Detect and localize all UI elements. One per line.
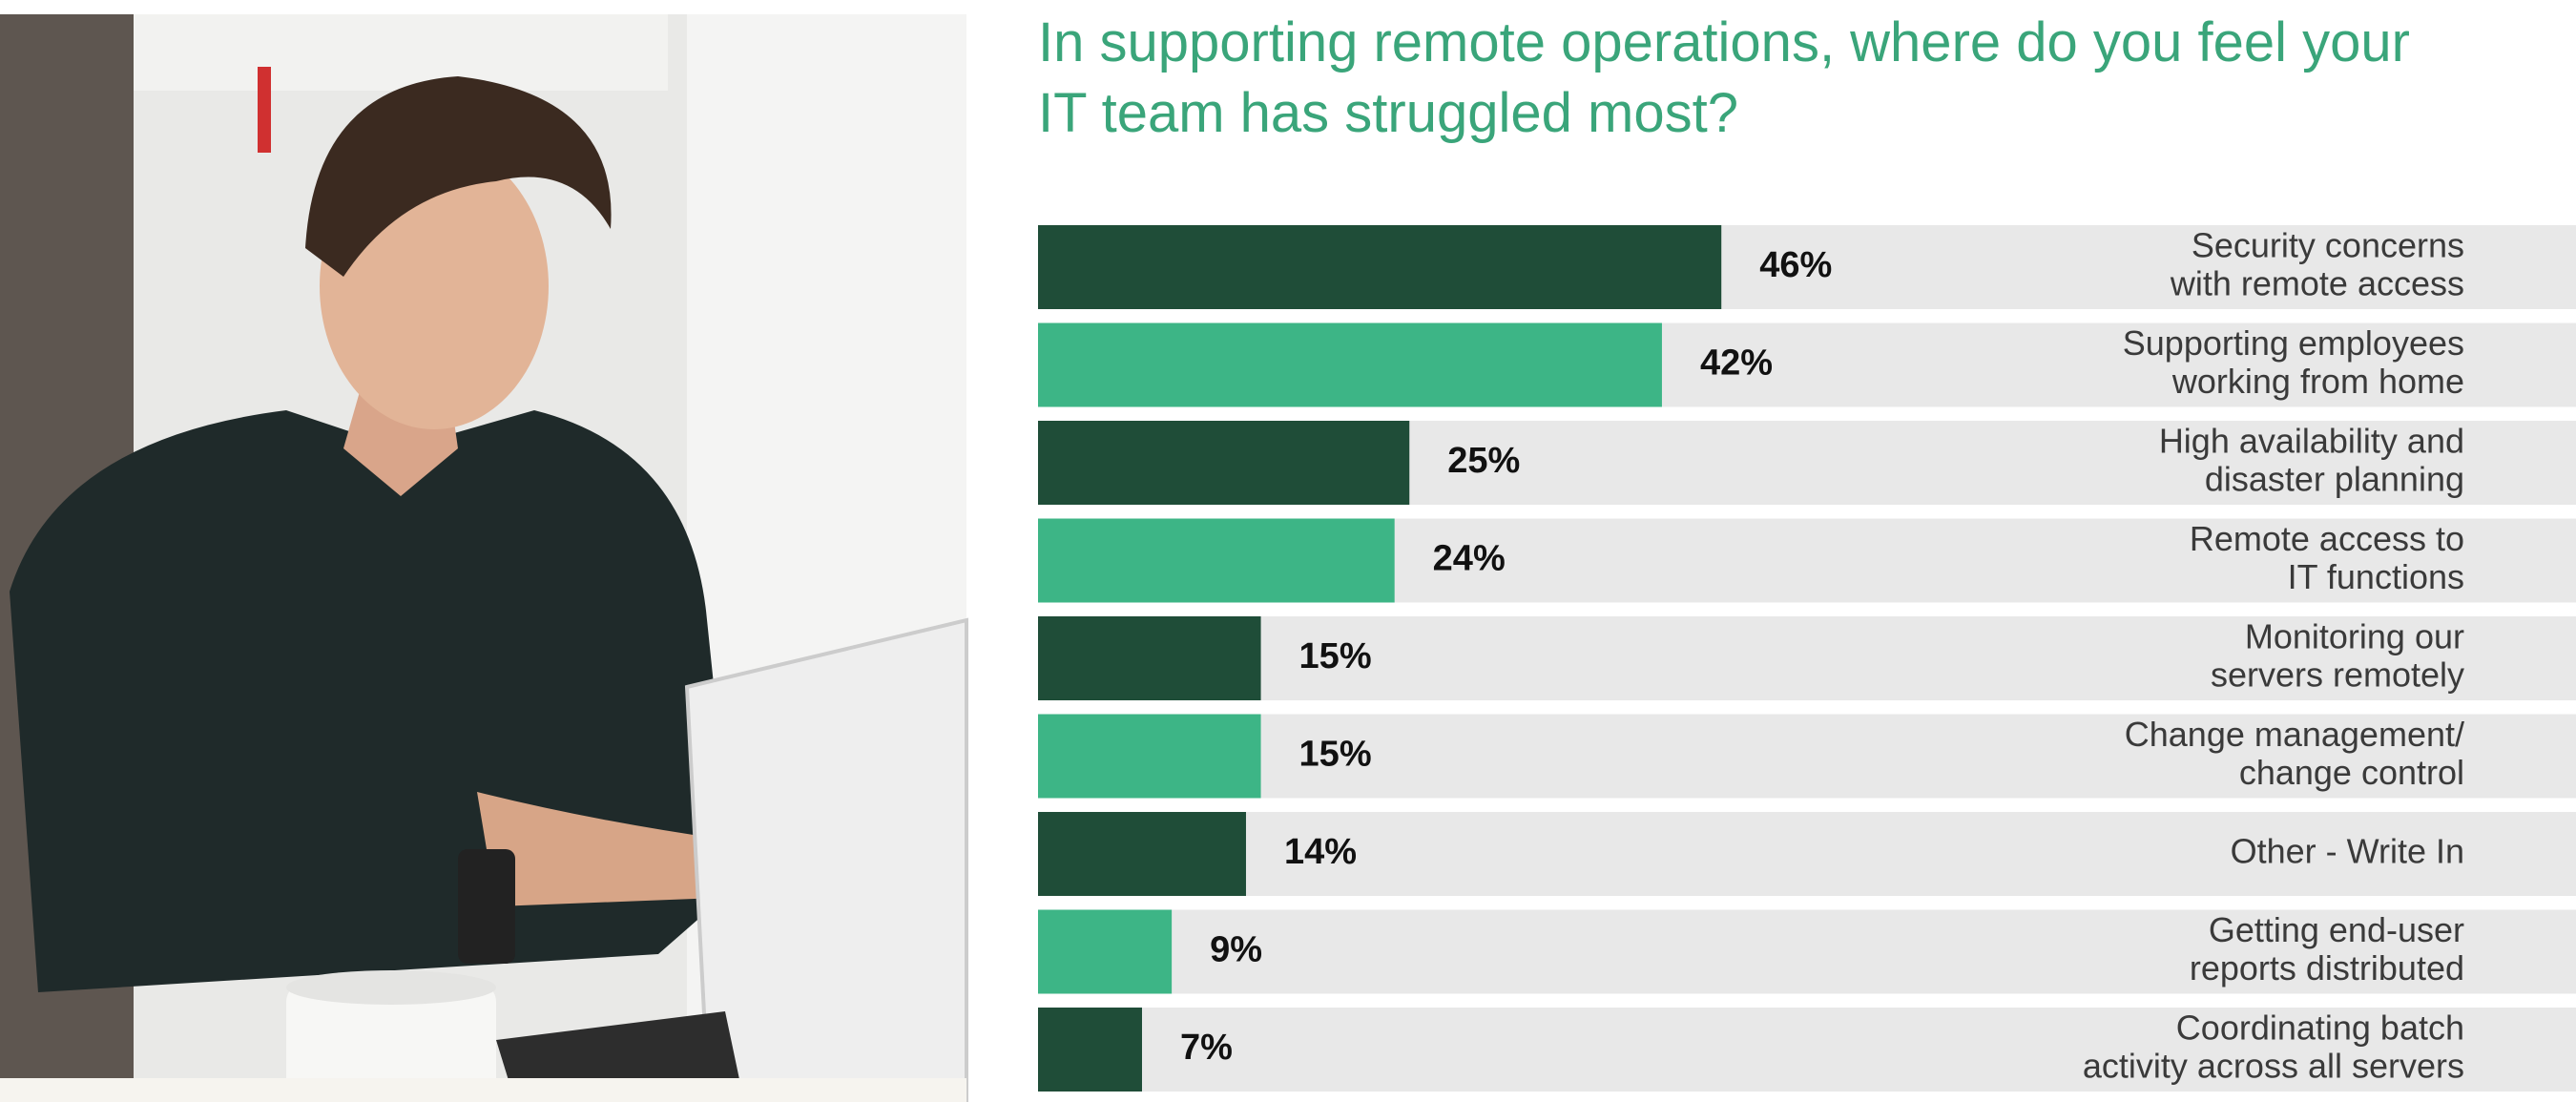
bar: [1038, 225, 1722, 309]
value-label: 9%: [1210, 930, 1262, 970]
value-label: 46%: [1759, 245, 1832, 285]
value-label: 14%: [1284, 832, 1357, 872]
bar: [1038, 616, 1261, 700]
category-label: change control: [2239, 753, 2464, 792]
category-label: Change management/: [2125, 715, 2464, 754]
category-label: Coordinating batch: [2176, 1008, 2464, 1048]
category-label: servers remotely: [2211, 655, 2464, 695]
category-label: Getting end-user: [2209, 910, 2464, 949]
category-label: Supporting employees: [2123, 323, 2464, 363]
category-label: working from home: [2171, 362, 2464, 401]
bar-track: [1038, 812, 2576, 896]
value-label: 15%: [1299, 735, 1372, 775]
bar: [1038, 909, 1173, 994]
category-label: activity across all servers: [2083, 1047, 2464, 1086]
category-label: Security concerns: [2192, 226, 2464, 265]
bar: [1038, 1008, 1142, 1092]
bar: [1038, 421, 1410, 505]
category-label: Remote access to: [2190, 519, 2464, 558]
chart-title: In supporting remote operations, where d…: [1038, 11, 2410, 144]
bar: [1038, 518, 1395, 603]
bar: [1038, 322, 1662, 407]
bar-track: [1038, 1008, 2576, 1092]
category-label: with remote access: [2170, 264, 2464, 303]
bar: [1038, 812, 1246, 896]
category-label: IT functions: [2288, 557, 2464, 596]
bar-track: [1038, 616, 2576, 700]
photo: [0, 14, 968, 1102]
value-label: 7%: [1180, 1028, 1233, 1068]
value-label: 15%: [1299, 636, 1372, 676]
category-label: High availability and: [2159, 422, 2464, 461]
bar-track: [1038, 909, 2576, 994]
bar-track: [1038, 714, 2576, 799]
bar: [1038, 714, 1261, 799]
value-label: 24%: [1433, 539, 1506, 579]
category-label: disaster planning: [2205, 460, 2464, 499]
category-label: reports distributed: [2190, 948, 2464, 988]
value-label: 42%: [1700, 343, 1773, 384]
category-label: Other - Write In: [2231, 832, 2464, 871]
category-label: Monitoring our: [2245, 617, 2464, 656]
value-label: 25%: [1447, 441, 1520, 481]
